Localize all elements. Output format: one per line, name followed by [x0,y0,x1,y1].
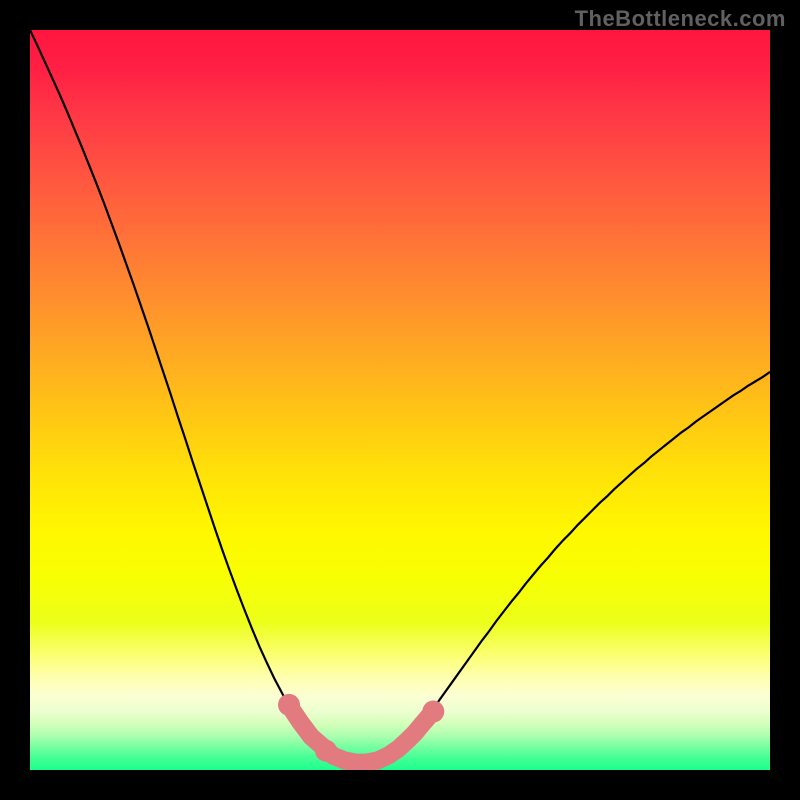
marker-dot [278,694,300,716]
chart-container: TheBottleneck.com [0,0,800,800]
watermark-text: TheBottleneck.com [575,6,786,32]
chart-background [30,30,770,770]
bottleneck-chart [30,30,770,770]
marker-dot [315,740,337,762]
marker-dot [422,701,444,723]
